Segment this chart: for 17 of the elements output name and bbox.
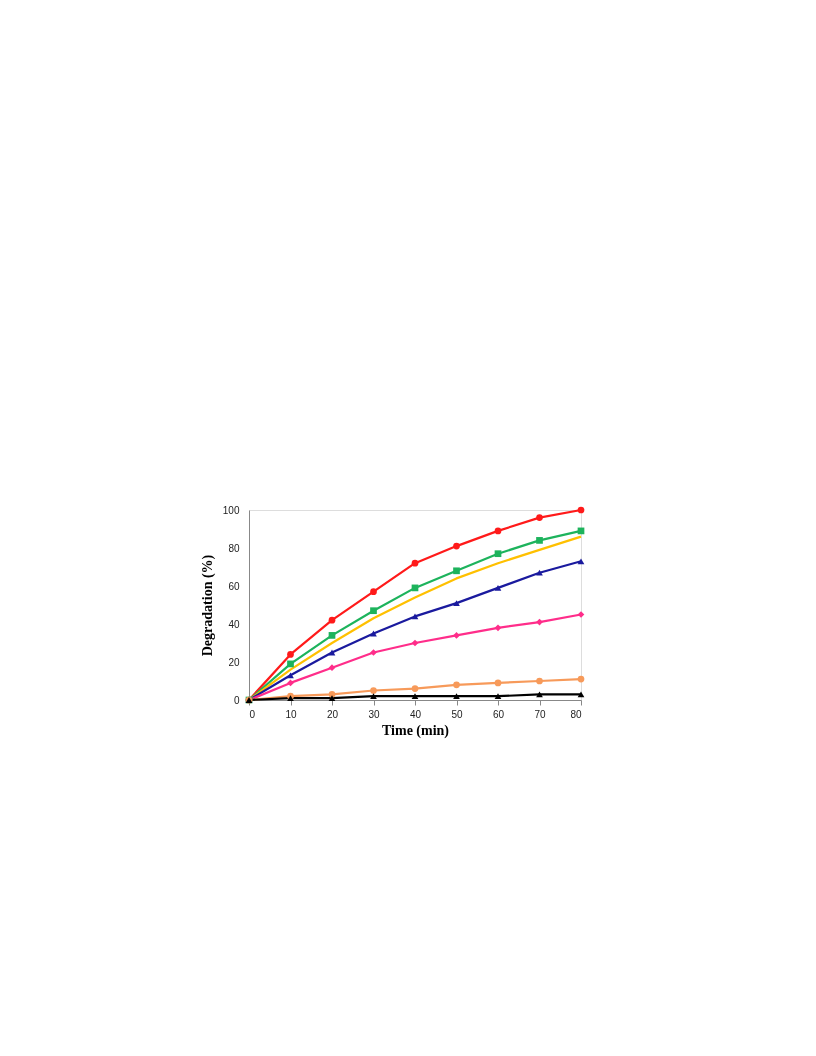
x-tick-label: 40: [409, 708, 422, 720]
x-tick-label: 70: [534, 708, 546, 720]
x-axis-title: Time (min): [381, 722, 450, 739]
x-tick-label: 80: [570, 708, 582, 720]
x-tick-label: 0: [249, 708, 256, 720]
y-tick-label: 40: [228, 618, 240, 630]
y-tick-label: 0: [233, 694, 240, 706]
y-axis-title: Degradation (%): [199, 554, 216, 657]
x-tick-label: 20: [326, 708, 339, 720]
x-tick-label: 60: [492, 708, 505, 720]
x-tick-label: 30: [368, 708, 380, 720]
y-tick-label: 80: [228, 542, 240, 554]
x-tick-label: 50: [451, 708, 463, 720]
y-tick-label: 20: [228, 656, 240, 668]
y-tick-label: 100: [222, 504, 240, 516]
y-tick-label: 60: [228, 580, 240, 592]
x-tick-label: 10: [285, 708, 297, 720]
